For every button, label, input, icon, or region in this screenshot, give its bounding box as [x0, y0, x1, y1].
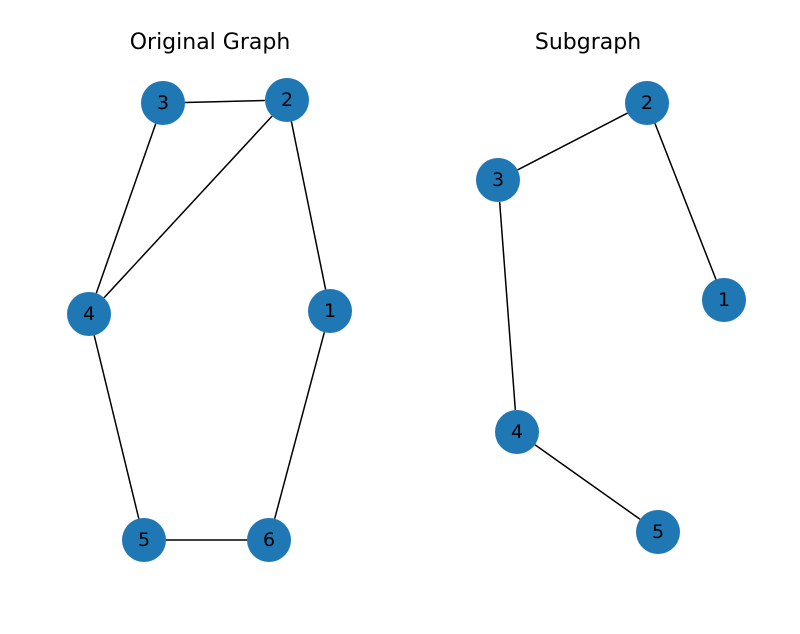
- panel-title-original: Original Graph: [130, 30, 291, 55]
- subgraph-node-2-label: 2: [641, 92, 653, 114]
- original-node-4-label: 4: [83, 303, 95, 325]
- subgraph-node-4-label: 4: [511, 421, 523, 443]
- edge-original-3-4: [96, 124, 155, 293]
- panel-title-subgraph: Subgraph: [535, 30, 641, 55]
- edge-original-2-1: [291, 122, 325, 290]
- subgraph-node-1: 1: [702, 278, 746, 322]
- original-node-1-label: 1: [324, 300, 336, 322]
- subgraph-node-5-label: 5: [652, 521, 664, 543]
- original-node-3: 3: [141, 81, 185, 125]
- original-node-4: 4: [67, 292, 111, 336]
- subgraph-node-3: 3: [476, 158, 520, 202]
- original-node-5-label: 5: [138, 529, 150, 551]
- original-node-2: 2: [265, 78, 309, 122]
- subgraph-node-1-label: 1: [718, 289, 730, 311]
- diagram-canvas: Original Graph Subgraph 3 2 4 1 5 6 2 3 …: [0, 0, 800, 634]
- edge-original-4-5: [94, 335, 139, 518]
- subgraph-node-2: 2: [625, 81, 669, 125]
- original-node-6-label: 6: [263, 529, 275, 551]
- edge-original-1-6: [275, 332, 325, 518]
- edge-original-3-2: [185, 101, 265, 103]
- original-node-6: 6: [247, 518, 291, 562]
- subgraph-node-5: 5: [636, 510, 680, 554]
- edge-original-2-4: [104, 116, 272, 298]
- original-node-5: 5: [122, 518, 166, 562]
- subgraph-node-4: 4: [495, 410, 539, 454]
- edge-subgraph-4-5: [535, 445, 640, 520]
- original-node-2-label: 2: [281, 89, 293, 111]
- edge-subgraph-2-1: [655, 123, 716, 279]
- original-node-1: 1: [308, 289, 352, 333]
- edge-subgraph-2-3: [518, 113, 628, 170]
- edge-subgraph-3-4: [500, 202, 516, 410]
- edges-layer: [0, 0, 800, 634]
- subgraph-node-3-label: 3: [492, 169, 504, 191]
- original-node-3-label: 3: [157, 92, 169, 114]
